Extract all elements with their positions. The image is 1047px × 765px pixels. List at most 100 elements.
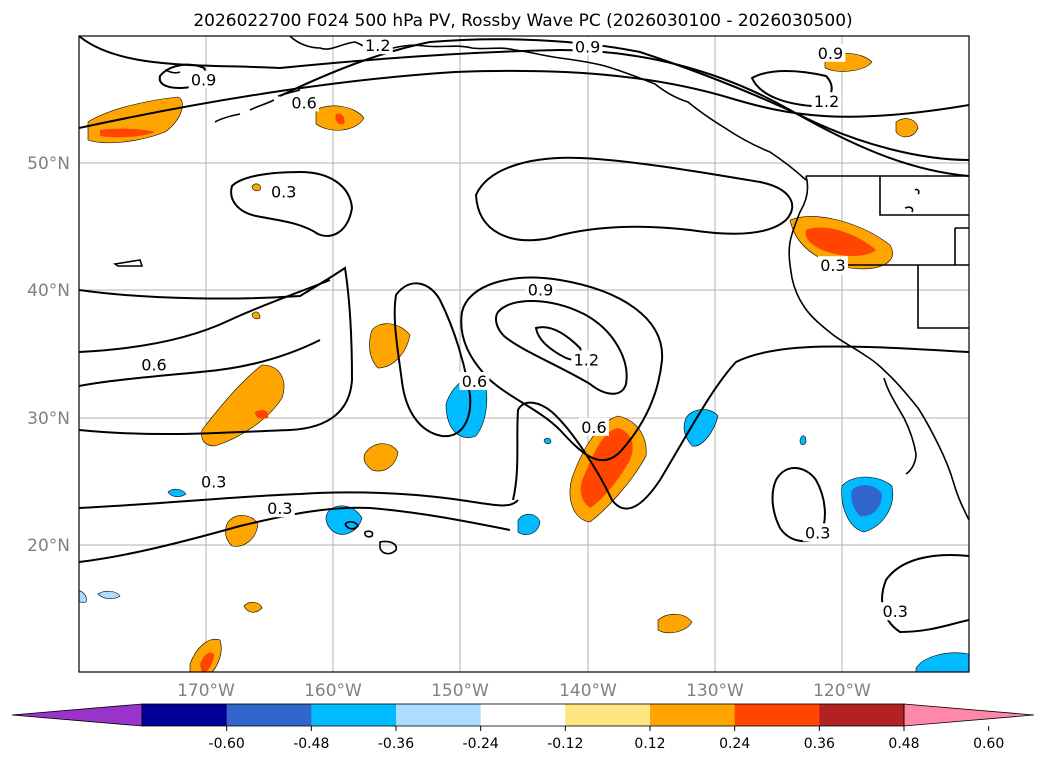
negative-anomaly-small-tropical [517,513,541,535]
contour-label: 1.2 [814,92,839,111]
contour-0.3-west [79,266,354,436]
contour-label-bg [289,93,320,112]
positive-anomaly-bc [895,118,919,138]
contour-0.3-north [79,69,969,129]
contour-0.3-south [79,491,519,509]
contour-label-bg [198,472,229,491]
colorbar-tick-label: 0.36 [804,736,835,752]
chart-title: 2026022700 F024 500 hPa PV, Rossby Wave … [193,11,852,31]
contour-label: 0.3 [271,182,296,201]
contour-labels: 0.9 0.6 1.2 0.9 0.9 1.2 0.3 0.3 0.9 1.2 0.6 0.6 0.6 0… [139,36,911,621]
positive-anomaly-tropical-2 [657,613,693,634]
lat-label-30: 30°N [27,409,70,429]
colorbar-segment [480,704,566,726]
colorbar-tick-label: -0.48 [293,736,329,752]
contour-0.6-east [512,345,969,510]
contour-label-bg [817,256,848,275]
contour-0.9-loop [460,276,664,462]
colorbar-segment [565,704,651,726]
contour-label: 0.6 [291,93,316,112]
positive-anomaly-subtropical-west-core [255,410,269,419]
contour-label-bg [525,280,556,299]
colorbar-segment [142,704,228,726]
lon-label-160: 160°W [304,681,362,701]
coastline-baja [883,377,917,475]
colorbar-extend-high [903,703,1035,727]
lat-label-20: 20°N [27,536,70,556]
negative-anomaly-southeast [915,652,969,672]
lat-label-40: 40°N [27,281,70,301]
pv-shading [79,53,969,672]
positive-anomaly-tropical-1 [243,602,263,613]
positive-anomaly-small-2 [251,311,261,320]
contour-0.6-west [79,279,331,353]
positive-anomaly-hawaii-north [363,443,399,472]
contour-0.3-south-low [79,506,511,563]
positive-anomaly-subtropical-west [201,364,285,447]
lon-label-140: 140°W [559,681,617,701]
contour-label: 0.3 [820,256,845,275]
contour-label: 0.3 [201,472,226,491]
lon-label-150: 150°W [431,681,489,701]
contour-0.3-large-loop [474,156,794,242]
contour-label: 0.9 [528,280,553,299]
contour-label: 0.6 [141,355,166,374]
coastlines [112,36,969,555]
positive-anomaly-north-central-core [335,113,345,125]
colorbar-tick-label: 0.48 [888,736,919,752]
contour-label: 0.3 [267,499,292,518]
contour-label: 1.2 [365,36,390,55]
colorbar-tick-label: -0.36 [378,736,414,752]
colorbar: -0.60 -0.48 -0.36 -0.24 -0.12 0.12 0.24 0.36 0.4… [11,703,1035,752]
contour-label-bg [571,350,602,369]
colorbar-tick-label: 0.60 [973,736,1004,752]
positive-anomaly-central-1 [369,323,411,369]
colorbar-segment [650,704,736,726]
negative-anomaly-tiny-4 [799,435,807,446]
contour-0.3-north-loop [230,170,354,237]
contour-0.6-central [393,282,472,438]
colorbar-extend-low [11,703,143,727]
contour-label-bg [811,92,842,111]
positive-anomaly-westcoast-core [805,227,876,256]
lon-label-120: 120°W [813,681,871,701]
lat-label-50: 50°N [27,154,70,174]
contour-label-bg [139,355,170,374]
colorbar-tick-label: -0.12 [547,736,583,752]
coastline-aleutian-islands [164,69,301,123]
colorbar-tick-label: 0.12 [634,736,665,752]
longitude-labels: 170°W 160°W 150°W 140°W 130°W 120°W [177,681,871,701]
contour-label-bg [578,417,609,436]
colorbar-tick-label: -0.60 [209,736,245,752]
contour-label-bg [459,371,490,390]
contour-label: 0.9 [818,44,843,63]
positive-anomaly-small-1 [251,183,261,192]
contour-1.2-loop [495,300,628,395]
coastline-bc [788,175,969,521]
colorbar-tick-label: 0.24 [719,736,750,752]
contour-label-bg [802,523,833,542]
border-states [840,176,969,329]
colorbar-segment [311,704,397,726]
contour-label-bg [572,37,603,56]
coastline-alaska [289,36,807,181]
colorbar-segment [396,704,482,726]
contour-label-bg [188,70,219,89]
colorbar-frame [141,703,905,727]
negative-anomaly-edge-west [79,590,87,603]
contour-label: 0.3 [883,602,908,621]
colorbar-segment [734,704,820,726]
negative-anomaly-baja-core [851,485,882,517]
contour-label-bg [268,182,299,201]
map-frame [78,35,970,673]
contour-label-bg [264,499,295,518]
negative-anomaly-tiny-3 [543,437,552,445]
contour-label-bg [880,602,911,621]
positive-anomaly-east-pacific-core [580,428,633,508]
contour-label-bg [362,36,393,55]
contour-0.6-west-lower [79,339,321,387]
contour-label-bg [815,43,846,62]
contour-label: 0.6 [462,372,487,391]
contour-label: 0.9 [575,37,600,56]
